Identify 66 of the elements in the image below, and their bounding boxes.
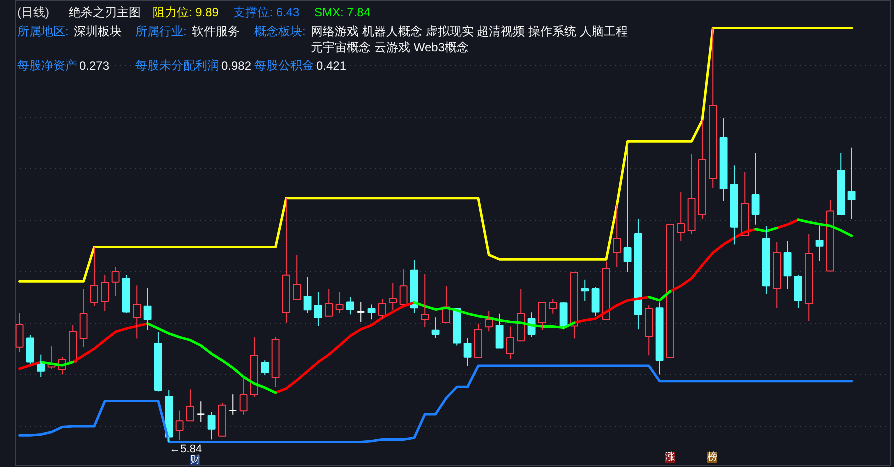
candlestick bbox=[282, 198, 290, 324]
text: 阻力位: 9.89 bbox=[152, 6, 219, 20]
candlestick bbox=[272, 336, 280, 388]
candlestick bbox=[101, 274, 110, 312]
annotation: 元宇宙概念 云游戏 Web3概念 bbox=[311, 40, 470, 54]
candlestick bbox=[688, 154, 696, 235]
candlestick bbox=[656, 302, 664, 376]
candlestick bbox=[549, 298, 558, 314]
candlestick bbox=[848, 147, 856, 220]
candlestick bbox=[816, 225, 824, 262]
candlestick bbox=[368, 304, 376, 320]
candlestick bbox=[464, 338, 472, 367]
candlestick bbox=[805, 234, 814, 322]
candlestick bbox=[314, 292, 322, 327]
candlestick bbox=[485, 310, 494, 332]
candlestick bbox=[421, 274, 430, 328]
candlestick bbox=[602, 261, 610, 321]
annotation: 每股公积金 0.421 bbox=[254, 58, 347, 73]
candlestick bbox=[336, 292, 344, 314]
annotation: ←5.84 bbox=[170, 444, 202, 456]
candlestick bbox=[506, 326, 514, 360]
candlestick bbox=[90, 246, 98, 306]
text: 支撑位: 6.43 bbox=[234, 6, 300, 20]
candlestick bbox=[698, 120, 706, 220]
candlestick bbox=[581, 279, 590, 302]
candlestick bbox=[720, 118, 728, 202]
text: SMX: 7.84 bbox=[314, 6, 371, 20]
text: 榜 bbox=[708, 451, 718, 463]
candlestick bbox=[240, 375, 248, 416]
candlestick bbox=[80, 288, 88, 348]
annotation: 每股未分配利润 0.982 bbox=[136, 58, 252, 73]
candlestick bbox=[176, 410, 184, 442]
candlestick bbox=[144, 288, 152, 331]
candlestick bbox=[112, 266, 120, 297]
annotation: 所属地区:深圳板块 bbox=[18, 24, 122, 38]
candlestick bbox=[410, 260, 418, 314]
candlestick bbox=[730, 165, 738, 246]
candlestick bbox=[432, 317, 440, 339]
candlestick bbox=[250, 336, 258, 398]
text: 财 bbox=[190, 454, 200, 466]
candlestick bbox=[304, 276, 312, 314]
candlestick bbox=[208, 412, 216, 440]
candlestick bbox=[709, 28, 718, 189]
candlestick bbox=[677, 192, 686, 242]
chart-subtitle: 绝杀之刃主图 bbox=[68, 6, 141, 20]
candlestick bbox=[389, 282, 398, 312]
candlestick bbox=[378, 298, 386, 320]
text: 涨 bbox=[666, 451, 676, 463]
candlestick bbox=[784, 240, 792, 290]
annotation: 概念板块:网络游戏 机器人概念 虚拟现实 超清视频 操作系统 人脑工程 bbox=[254, 24, 628, 38]
candlestick bbox=[645, 305, 654, 356]
candlestick bbox=[122, 274, 130, 314]
candlestick bbox=[752, 152, 760, 226]
candlestick bbox=[634, 218, 642, 330]
candlestick bbox=[613, 204, 622, 268]
candlestick bbox=[624, 141, 632, 273]
chart-title: (日线) bbox=[18, 6, 50, 20]
candlestick bbox=[165, 390, 174, 443]
candlestick bbox=[261, 360, 270, 376]
candlestick bbox=[133, 285, 142, 340]
candlestick bbox=[346, 296, 354, 316]
candlestick bbox=[37, 354, 46, 378]
candlestick bbox=[762, 226, 770, 294]
annotation: 每股净资产 0.273 bbox=[18, 58, 110, 73]
annotation: 所属行业:软件服务 bbox=[136, 24, 240, 38]
candlestick bbox=[773, 242, 782, 309]
